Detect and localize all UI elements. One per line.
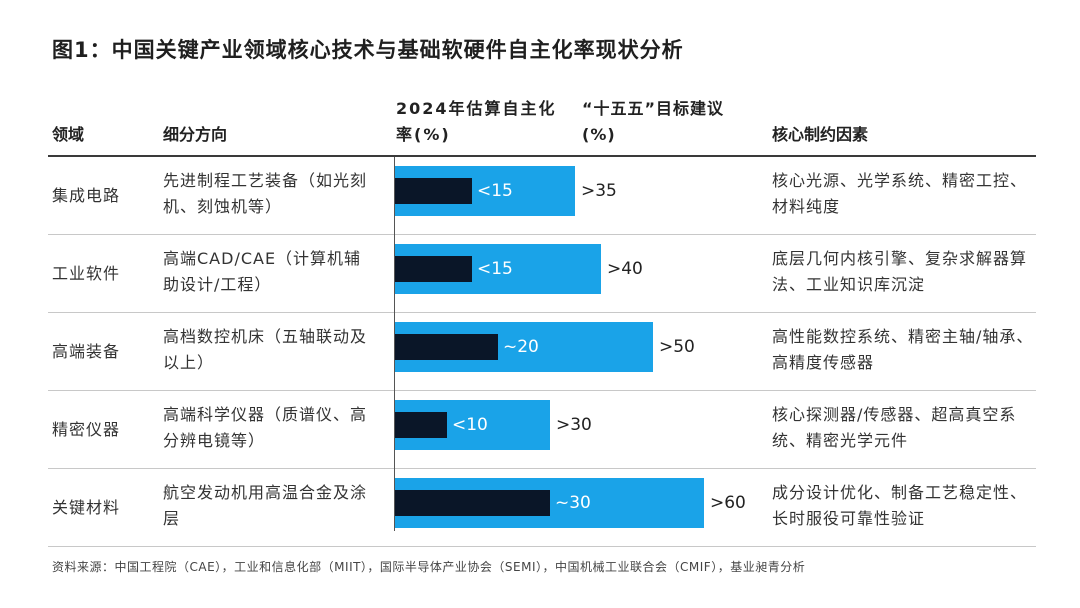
current-value-label: <15 [477,181,513,201]
row-divider [48,390,1036,391]
row-domain: 高端装备 [52,342,121,361]
row-divider [48,312,1036,313]
header-domain: 领域 [52,125,85,144]
row-sub-direction: 高端科学仪器（质谱仪、高分辨电镜等） [163,405,368,450]
header-current: 2024年估算自主化率(%) [396,99,557,144]
row-divider [48,234,1036,235]
row-divider [48,546,1036,547]
target-value-label: >35 [581,181,617,201]
row-domain: 集成电路 [52,186,121,205]
source-note: 资料来源：中国工程院（CAE），工业和信息化部（MIIT），国际半导体产业协会（… [52,560,806,574]
current-bar-fifth [395,490,550,516]
bar-axis-line [394,157,395,531]
header-target: “十五五”目标建议(%) [582,99,725,144]
current-value-label: <15 [477,259,513,279]
row-sub-direction: 高档数控机床（五轴联动及以上） [163,327,368,372]
row-constraint-factor: 核心探测器/传感器、超高真空系统、精密光学元件 [772,405,1017,450]
row-domain: 精密仪器 [52,420,121,439]
row-sub-direction: 航空发动机用高温合金及涂层 [163,483,368,528]
row-domain: 工业软件 [52,264,121,283]
current-value-label: ~30 [555,493,591,513]
current-bar-fourth [395,412,447,438]
current-bar-first [395,178,472,204]
current-bar-second [395,256,472,282]
row-constraint-factor: 高性能数控系统、精密主轴/轴承、高精度传感器 [772,327,1034,372]
current-value-label: ~20 [503,337,539,357]
row-domain: 关键材料 [52,498,121,517]
current-bar-third [395,334,498,360]
chart-title: 图1：中国关键产业领域核心技术与基础软硬件自主化率现状分析 [52,38,684,62]
row-sub-direction: 先进制程工艺装备（如光刻机、刻蚀机等） [163,171,368,216]
target-value-label: >50 [659,337,695,357]
row-divider [48,468,1036,469]
header-divider [48,155,1036,157]
target-value-label: >40 [607,259,643,279]
row-constraint-factor: 核心光源、光学系统、精密工控、材料纯度 [772,171,1028,216]
row-constraint-factor: 成分设计优化、制备工艺稳定性、长时服役可靠性验证 [772,483,1028,528]
row-sub-direction: 高端CAD/CAE（计算机辅助设计/工程） [163,249,362,294]
header-factor: 核心制约因素 [772,125,869,144]
current-value-label: <10 [452,415,488,435]
row-constraint-factor: 底层几何内核引擎、复杂求解器算法、工业知识库沉淀 [772,249,1028,294]
target-value-label: >60 [710,493,746,513]
header-sub: 细分方向 [163,125,228,144]
target-value-label: >30 [556,415,592,435]
